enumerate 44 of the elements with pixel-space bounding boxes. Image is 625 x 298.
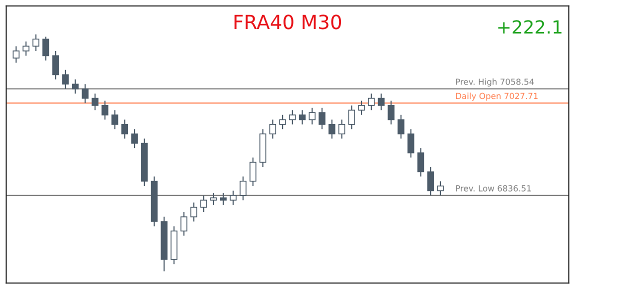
candlestick bbox=[121, 119, 128, 140]
ref-line-label: Daily Open 7027.71 bbox=[456, 92, 538, 101]
candlestick bbox=[427, 166, 434, 196]
ref-line-label: Prev. High 7058.54 bbox=[456, 78, 534, 86]
candlestick bbox=[22, 40, 30, 56]
candlestick bbox=[368, 93, 375, 111]
candlestick bbox=[388, 100, 394, 125]
candlestick bbox=[269, 119, 276, 140]
candlestick bbox=[52, 50, 59, 80]
ref-line-label: Prev. Low 6836.51 bbox=[456, 185, 531, 192]
text: +222.1 bbox=[498, 20, 562, 34]
candlestick bbox=[180, 211, 188, 236]
candlestick bbox=[42, 36, 50, 61]
candlestick bbox=[348, 104, 356, 130]
candlestick bbox=[200, 194, 207, 213]
candlestick bbox=[417, 148, 424, 178]
candlestick bbox=[407, 128, 414, 158]
candlestick bbox=[190, 202, 198, 222]
candlestick bbox=[32, 34, 40, 52]
candlestick bbox=[338, 119, 346, 140]
candlestick bbox=[131, 128, 138, 149]
candlestick bbox=[210, 192, 217, 206]
candlestick bbox=[92, 93, 98, 111]
candlestick bbox=[240, 176, 246, 201]
candlestick bbox=[298, 110, 306, 125]
candlestick bbox=[230, 190, 237, 206]
candlestick bbox=[378, 93, 385, 111]
candlestick bbox=[12, 46, 20, 64]
candlestick bbox=[328, 119, 336, 140]
candlestick bbox=[308, 107, 316, 125]
candlestick bbox=[102, 100, 108, 120]
candlestick bbox=[82, 84, 89, 104]
candlestick bbox=[220, 192, 227, 206]
candlestick bbox=[289, 110, 296, 125]
chart-title: FRA40 M30 bbox=[234, 14, 342, 30]
candlestick bbox=[111, 110, 118, 130]
candlestick bbox=[279, 114, 286, 130]
candlestick bbox=[62, 69, 69, 90]
candlestick bbox=[358, 100, 365, 116]
candlestick bbox=[318, 107, 326, 130]
candlestick bbox=[398, 114, 404, 140]
candlestick bbox=[437, 180, 444, 196]
candlestick bbox=[250, 157, 256, 187]
candlestick bbox=[72, 78, 79, 94]
